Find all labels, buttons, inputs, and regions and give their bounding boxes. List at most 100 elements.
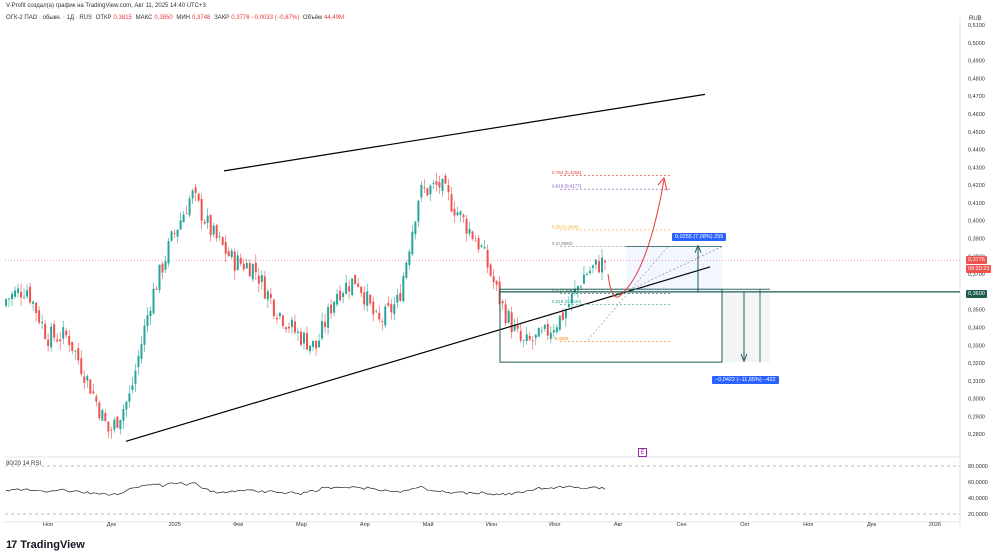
candle-body	[333, 301, 336, 313]
y-tick-label: 0,3900	[968, 237, 985, 243]
candle-body	[263, 276, 266, 299]
y-tick-label: 0,4500	[968, 130, 985, 136]
candle-body	[20, 291, 23, 298]
candle-body	[330, 304, 333, 314]
candle-body	[447, 185, 450, 193]
fib-level-label: 0 (0,3855)	[552, 241, 573, 246]
candle-body	[272, 299, 275, 317]
candle-body	[384, 306, 387, 326]
candle-body	[414, 221, 417, 235]
candle-body	[104, 412, 107, 421]
candle-body	[239, 257, 242, 264]
fib-level-label: 0,618 (0,4177)	[552, 184, 582, 189]
y-tick-label: 0,3700	[968, 272, 985, 278]
level-price-tag: 0,3600	[966, 290, 987, 298]
candle-body	[230, 250, 233, 258]
y-tick-label: 0,4400	[968, 148, 985, 154]
candle-body	[221, 237, 224, 245]
x-tick-label: Авг	[614, 522, 623, 528]
candle-body	[206, 215, 209, 223]
candle-body	[354, 274, 357, 285]
x-tick-label: Июл	[549, 522, 560, 528]
candle-body	[152, 288, 155, 314]
candle-body	[393, 304, 396, 314]
candle-body	[345, 282, 348, 294]
y-tick-label: 0,4200	[968, 183, 985, 189]
candle-body	[107, 421, 110, 432]
candle-body	[561, 312, 564, 320]
candle-body	[306, 333, 309, 350]
rsi-tick-label: 40,0000	[968, 496, 988, 502]
candle-body	[567, 304, 570, 307]
candle-body	[29, 286, 32, 303]
candle-body	[209, 215, 212, 236]
x-tick-label: Дек	[107, 522, 117, 528]
candle-body	[582, 274, 585, 284]
candle-body	[35, 302, 38, 313]
drawings-layer[interactable]: 0,764 (0,4255) 0,618 (0,4177) 0,38 (0,3948…	[5, 93, 960, 442]
candle-body	[197, 193, 200, 201]
rsi-label[interactable]: 80/20 14 RSI	[6, 461, 42, 467]
candle-body	[116, 416, 119, 428]
y-tick-label: 0,3500	[968, 308, 985, 314]
candle-body	[564, 310, 567, 319]
candle-body	[266, 291, 269, 300]
x-axis: Ноя Дек 2025 Фев Мар Апр Май Июн Июл Авг Сен Окт Ноя…	[43, 521, 941, 528]
forecast-arrowhead	[657, 176, 668, 191]
y-tick-label: 0,4900	[968, 59, 985, 65]
candle-body	[143, 325, 146, 345]
candle-body	[525, 334, 528, 341]
candle-body	[251, 264, 254, 280]
rsi-tick-label: 60,0000	[968, 480, 988, 486]
candle-body	[101, 410, 104, 421]
candle-body	[32, 301, 35, 304]
candle-body	[378, 312, 381, 320]
candle-body	[426, 188, 429, 196]
projection-diagonal	[587, 246, 669, 341]
earnings-icon[interactable]: E	[638, 448, 647, 457]
candle-body	[113, 419, 116, 430]
candle-body	[290, 319, 293, 328]
candle-body	[254, 262, 257, 273]
candle-body	[302, 332, 305, 344]
candle-body	[50, 326, 53, 348]
candle-body	[23, 296, 26, 298]
volume-label: Объём	[302, 15, 323, 21]
candle-body	[402, 276, 405, 302]
candle-body	[95, 396, 98, 402]
fib-level-label: 0,618 (0,3530)	[552, 299, 582, 304]
candle-body	[167, 241, 170, 264]
candle-body	[296, 331, 299, 333]
candle-body	[269, 293, 272, 298]
candle-body	[417, 200, 420, 222]
candle-body	[137, 355, 140, 368]
candle-body	[149, 310, 152, 317]
y-tick-label: 0,3400	[968, 325, 985, 331]
candle-body	[218, 236, 221, 238]
x-tick-label: Мар	[296, 522, 307, 528]
measure-down-label[interactable]: −0,0422 (−11,65%) −422	[712, 376, 779, 384]
candle-body	[366, 291, 369, 306]
symbol-legend[interactable]: ОГК-2 ПАО · обыкн. · 1Д · RUS ОТКР 0,3815…	[6, 15, 346, 21]
candle-body	[522, 340, 525, 342]
candle-body	[369, 294, 372, 304]
candle-body	[98, 402, 101, 419]
candle-body	[342, 293, 345, 297]
candle-body	[363, 292, 366, 305]
measure-up-label[interactable]: 0,0255 (7,08%) 255	[672, 233, 727, 241]
candle-body	[375, 311, 378, 313]
candle-body	[501, 301, 504, 304]
candle-body	[173, 232, 176, 234]
candle-body	[477, 238, 480, 250]
x-tick-label: Ноя	[803, 522, 813, 528]
candle-body	[44, 323, 47, 339]
y-axis: 0,5100 0,5000 0,4900 0,4800 0,4700 0,4600 0,45…	[968, 23, 985, 438]
x-tick-label: Май	[423, 521, 434, 528]
x-tick-label: Окт	[740, 522, 750, 528]
candle-body	[38, 310, 41, 323]
volume-value: 44,49M	[324, 15, 345, 21]
symbol-name[interactable]: ОГК-2 ПАО · обыкн. · 1Д · RUS	[6, 15, 93, 21]
candle-body	[80, 358, 83, 375]
candle-body	[558, 315, 561, 330]
